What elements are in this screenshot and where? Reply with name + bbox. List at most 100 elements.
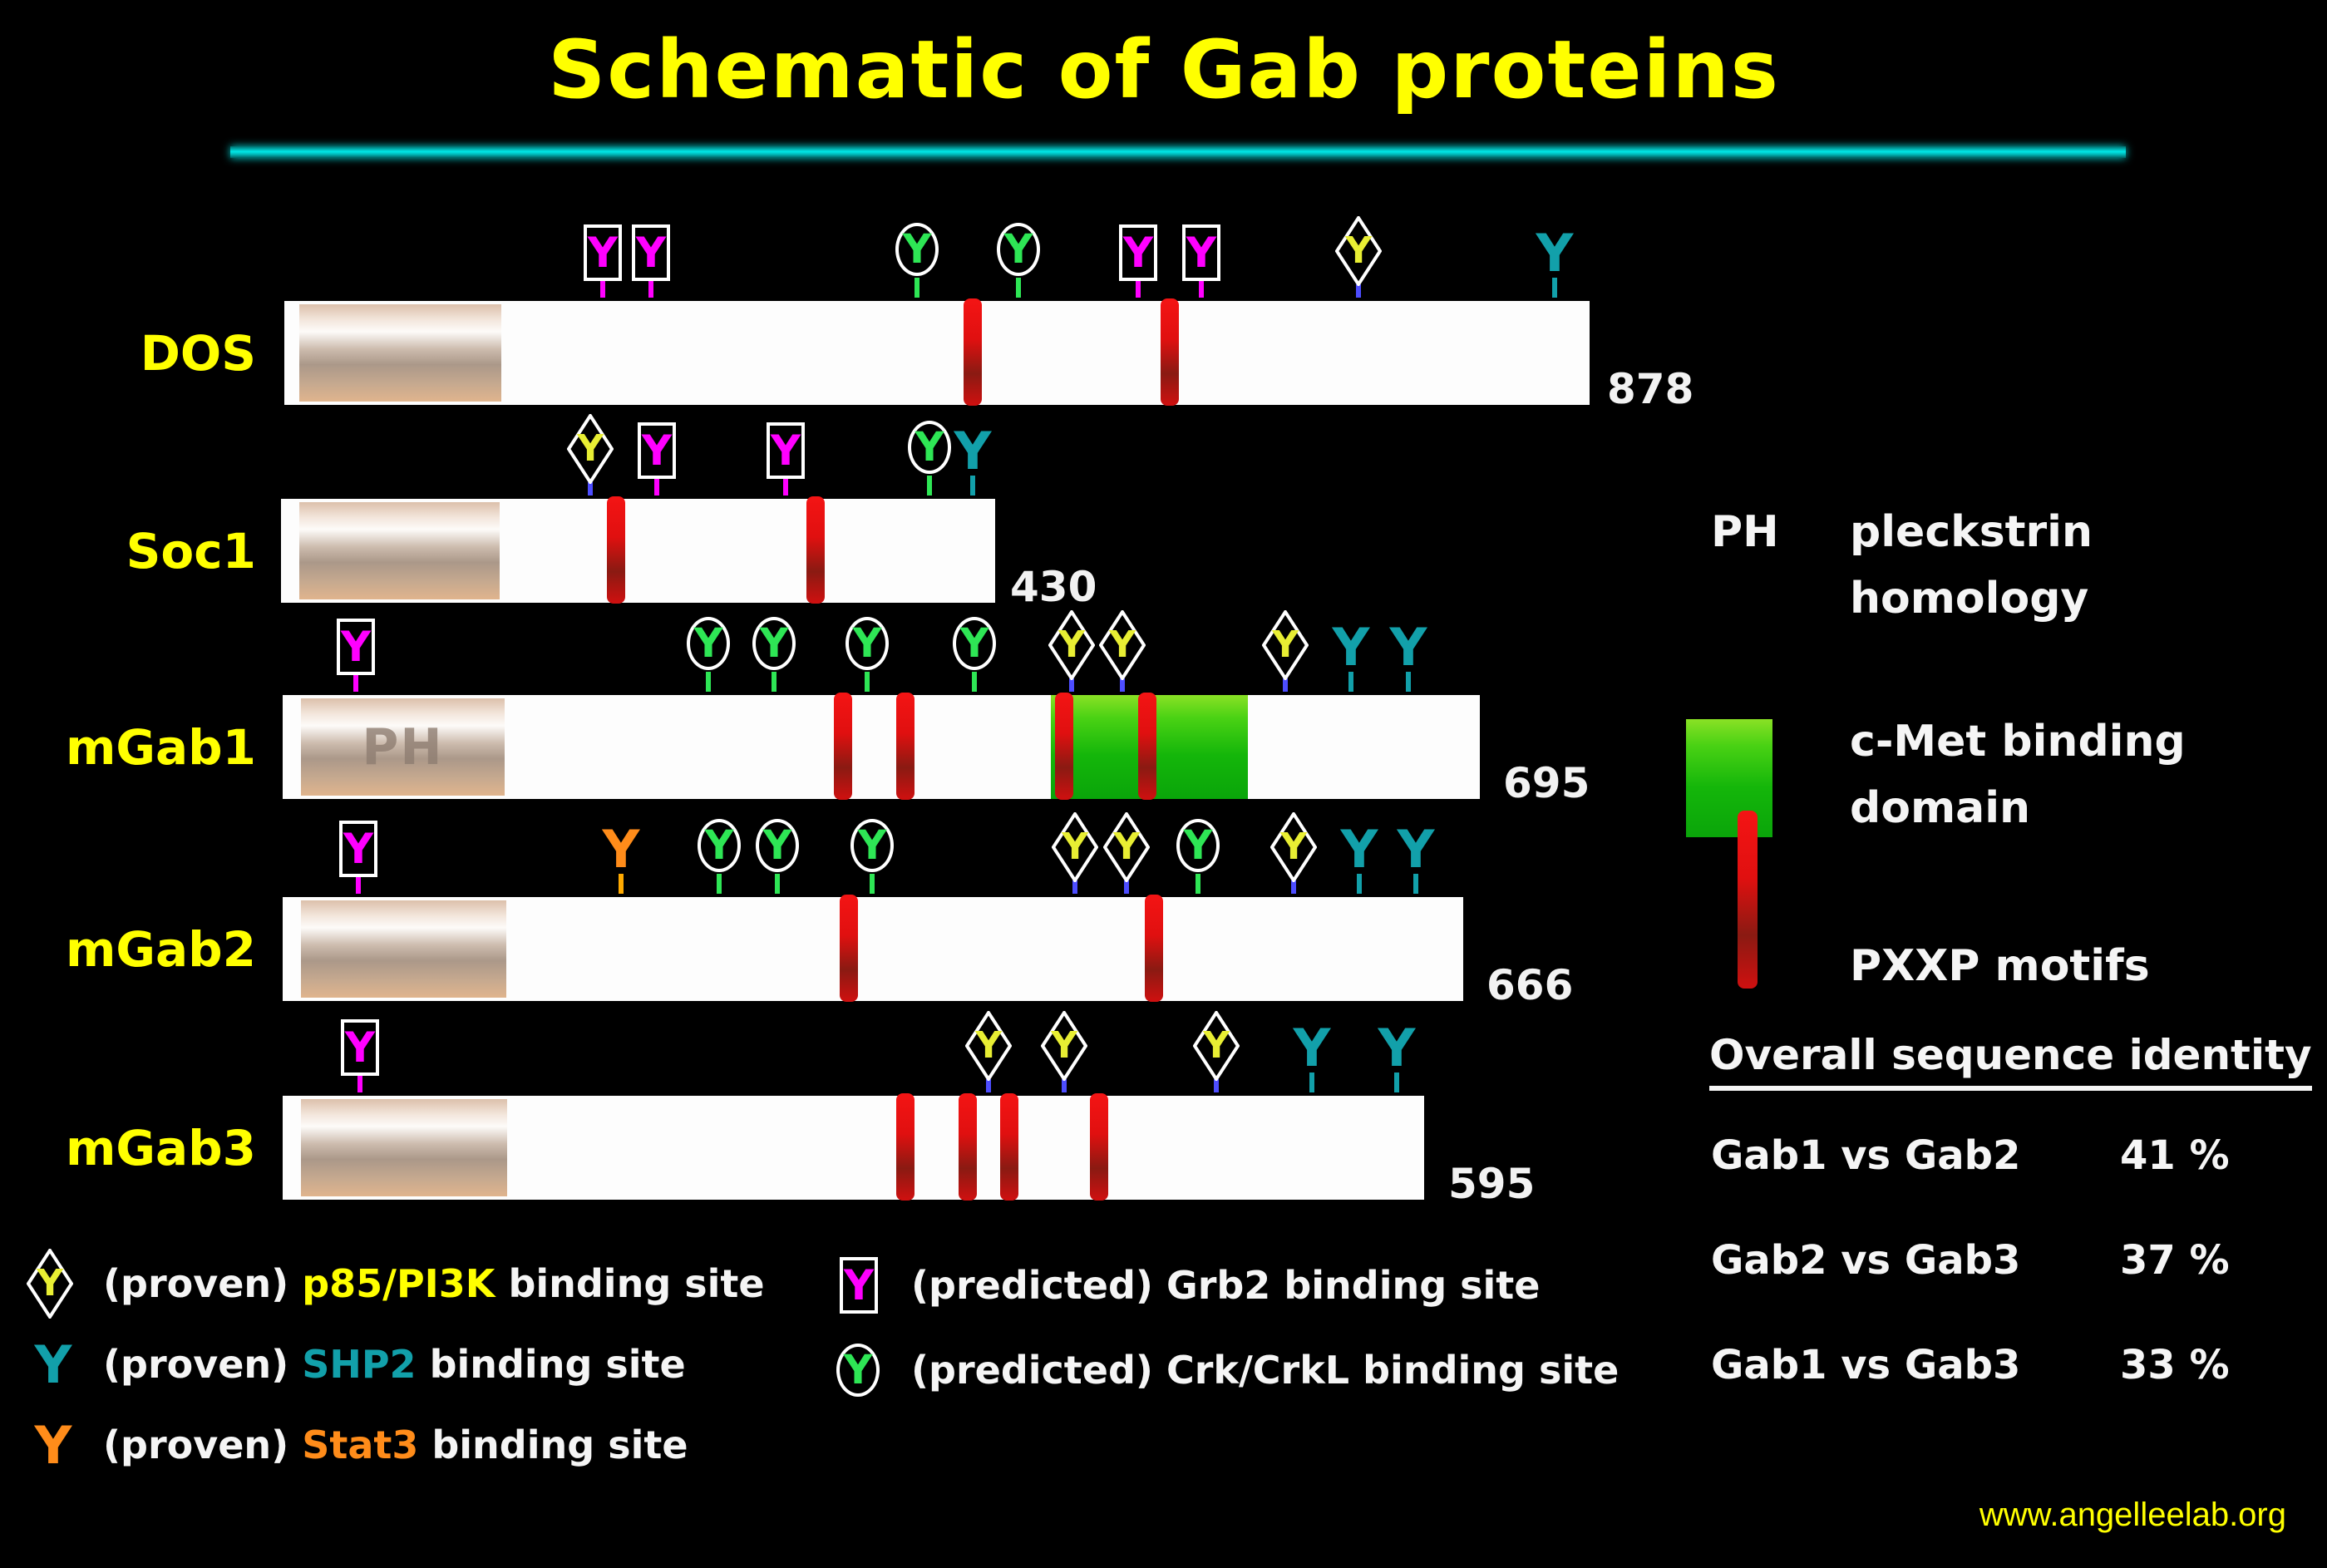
- grb2-site-icon: Y: [1182, 224, 1220, 281]
- p85-pi3k-site-icon: Y: [27, 1249, 73, 1319]
- page-title: Schematic of Gab proteins: [548, 23, 1780, 116]
- crk-crkl-site-stem: [1016, 278, 1021, 298]
- identity-value: 33 %: [2120, 1342, 2230, 1388]
- shp2-site-stem: [1357, 874, 1362, 894]
- p85-pi3k-site-stem: [986, 1079, 991, 1092]
- cmet-legend-line1: c-Met binding: [1850, 717, 2186, 767]
- pxxp-motif: [964, 298, 982, 406]
- legend-icon-box: Y: [23, 1407, 81, 1483]
- p85-pi3k-site-icon: Y: [1041, 1011, 1087, 1081]
- p85-pi3k-site-icon: Y: [1048, 610, 1095, 680]
- pxxp-motif: [1161, 298, 1179, 406]
- identity-pair: Gab1 vs Gab2: [1711, 1132, 2021, 1179]
- ph-legend-line2: homology: [1850, 574, 2089, 624]
- protein-length-label: 666: [1486, 961, 1574, 1009]
- crk-crkl-site-icon: Y: [846, 617, 889, 670]
- pxxp-motif: [806, 496, 825, 604]
- protein-bar-DOS: [284, 298, 1590, 406]
- pxxp-motif: [896, 1093, 915, 1201]
- ph-legend-line1: pleckstrin: [1850, 507, 2093, 557]
- crk-crkl-site-stem: [865, 672, 870, 692]
- legend-target: Grb2: [1166, 1263, 1271, 1308]
- pxxp-motif: [1090, 1093, 1108, 1201]
- identity-value: 37 %: [2120, 1237, 2230, 1284]
- shp2-site-icon: Y: [1332, 617, 1370, 678]
- p85-pi3k-site-icon: Y: [965, 1011, 1012, 1081]
- p85-pi3k-site-stem: [1124, 880, 1129, 894]
- grb2-site-stem: [648, 281, 653, 298]
- shp2-site-icon: Y: [1340, 819, 1378, 880]
- grb2-site-stem: [783, 479, 788, 496]
- legend-icon-box: Y: [831, 1247, 890, 1324]
- p85-pi3k-site-stem: [588, 482, 593, 496]
- legend-description: binding site: [1363, 1348, 1620, 1393]
- protein-bar-Soc1: [281, 496, 995, 604]
- shp2-site-icon: Y: [1397, 819, 1435, 880]
- identity-row: Gab1 vs Gab3 33 %: [1711, 1342, 2310, 1400]
- legend-qualifier: (proven): [103, 1423, 289, 1467]
- legend-icon-box: Y: [831, 1332, 890, 1408]
- title-underline: [230, 146, 2126, 158]
- p85-pi3k-site-stem: [1356, 284, 1361, 298]
- shp2-site-icon: Y: [1378, 1018, 1416, 1078]
- grb2-site-icon: Y: [1119, 224, 1157, 281]
- crk-crkl-site-stem: [870, 874, 875, 894]
- p85-pi3k-site-icon: Y: [1052, 812, 1098, 882]
- p85-pi3k-site-icon: Y: [1099, 610, 1146, 680]
- crk-crkl-site-icon: Y: [756, 819, 799, 872]
- p85-pi3k-site-icon: Y: [1262, 610, 1309, 680]
- crk-crkl-site-stem: [915, 278, 919, 298]
- pxxp-motif: [1055, 693, 1073, 800]
- shp2-site-stem: [1552, 278, 1557, 298]
- pxxp-legend-label: PXXP motifs: [1850, 941, 2150, 991]
- crk-crkl-site-stem: [927, 476, 932, 496]
- ph-domain: [301, 900, 506, 998]
- pxxp-motif: [1145, 895, 1163, 1002]
- p85-pi3k-site-stem: [1069, 678, 1074, 692]
- pxxp-motif: [1138, 693, 1156, 800]
- ph-domain-label: PH: [362, 717, 444, 777]
- shp2-site-stem: [1406, 672, 1411, 692]
- identity-row: Gab2 vs Gab3 37 %: [1711, 1237, 2310, 1295]
- crk-crkl-site-stem: [717, 874, 722, 894]
- protein-bar-mGab3: [283, 1093, 1424, 1201]
- p85-pi3k-site-icon: Y: [567, 414, 614, 484]
- cmet-domain-swatch: [1686, 719, 1772, 837]
- protein-length-label: 430: [1010, 563, 1097, 611]
- protein-name-label: DOS: [140, 324, 256, 382]
- shp2-site-stem: [970, 476, 975, 496]
- crk-crkl-site-stem: [972, 672, 977, 692]
- legend-qualifier: (proven): [103, 1261, 289, 1306]
- grb2-site-icon: Y: [840, 1257, 878, 1314]
- pxxp-motif: [959, 1093, 977, 1201]
- crk-crkl-site-icon: Y: [997, 223, 1040, 276]
- crk-crkl-site-icon: Y: [836, 1344, 880, 1397]
- ph-abbreviation: PH: [1711, 507, 1779, 557]
- legend-icon-box: Y: [23, 1326, 81, 1403]
- pxxp-motif-swatch: [1738, 811, 1758, 989]
- protein-bar-mGab2: [283, 895, 1463, 1002]
- legend-description: binding site: [431, 1423, 688, 1467]
- protein-name-label: Soc1: [126, 522, 256, 579]
- crk-crkl-site-icon: Y: [953, 617, 996, 670]
- legend-row-shp2-site: Y (proven) SHP2 binding site: [23, 1326, 686, 1403]
- ph-domain: [299, 304, 501, 402]
- legend-qualifier: (proven): [103, 1342, 289, 1387]
- legend-description: binding site: [429, 1342, 686, 1387]
- stat3-site-icon: Y: [34, 1415, 72, 1476]
- grb2-site-stem: [654, 479, 659, 496]
- p85-pi3k-site-stem: [1214, 1079, 1219, 1092]
- ph-domain: PH: [301, 698, 505, 796]
- protein-length-label: 878: [1607, 365, 1694, 413]
- ph-domain: [301, 1099, 507, 1196]
- shp2-site-stem: [1394, 1072, 1399, 1092]
- grb2-site-stem: [1136, 281, 1141, 298]
- p85-pi3k-site-stem: [1291, 880, 1296, 894]
- legend-row-p85-pi3k-site: Y (proven) p85/PI3K binding site: [23, 1245, 765, 1322]
- legend-row-crk-crkl-site: Y (predicted) Crk/CrkL binding site: [831, 1332, 1619, 1408]
- pxxp-motif: [840, 895, 858, 1002]
- grb2-site-icon: Y: [339, 821, 377, 877]
- pxxp-motif: [1000, 1093, 1018, 1201]
- shp2-site-stem: [1413, 874, 1418, 894]
- shp2-site-stem: [1348, 672, 1353, 692]
